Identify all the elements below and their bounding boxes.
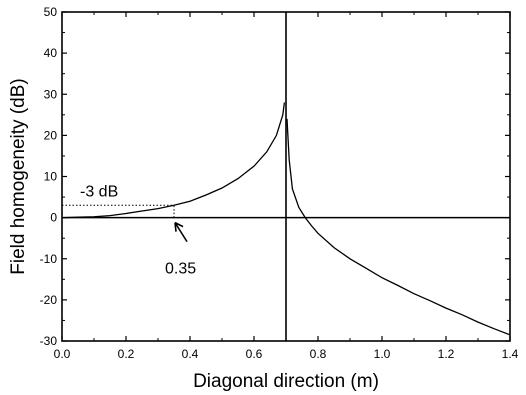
y-tick-label: 0 bbox=[50, 211, 57, 225]
y-tick-label: 20 bbox=[44, 128, 58, 142]
y-tick-label: 10 bbox=[44, 170, 58, 184]
series-line-2 bbox=[286, 118, 511, 336]
x-axis-title: Diagonal direction (m) bbox=[193, 371, 379, 392]
x-tick-label: 0.2 bbox=[118, 347, 135, 361]
annotation-arrow bbox=[174, 221, 188, 243]
annotation-035-label: 0.35 bbox=[165, 261, 196, 278]
x-tick-label: 0.0 bbox=[54, 347, 71, 361]
x-tick-label: 0.6 bbox=[246, 347, 263, 361]
y-tick-label: 50 bbox=[44, 5, 58, 19]
annotation-lines bbox=[62, 204, 175, 218]
reference-lines bbox=[62, 12, 510, 341]
annotations: -3 dB 0.35 bbox=[80, 183, 196, 277]
y-tick-label: 40 bbox=[44, 46, 58, 60]
x-axis-ticks: 0.0 0.2 0.4 0.6 0.8 1.0 1.2 1.4 bbox=[54, 12, 519, 361]
y-tick-label: -10 bbox=[40, 252, 58, 266]
x-tick-label: 1.2 bbox=[438, 347, 455, 361]
series-layer bbox=[61, 102, 511, 336]
y-axis-ticks: -30 -20 -10 0 10 20 30 40 50 bbox=[40, 5, 510, 348]
x-tick-label: 1.0 bbox=[374, 347, 391, 361]
x-tick-label: 0.8 bbox=[310, 347, 327, 361]
series-line-1 bbox=[61, 102, 286, 219]
y-tick-label: -20 bbox=[40, 293, 58, 307]
y-axis-title: Field homogeneity (dB) bbox=[8, 78, 29, 274]
y-tick-label: -30 bbox=[40, 334, 58, 348]
annotation-3db-label: -3 dB bbox=[80, 183, 118, 200]
y-tick-label: 30 bbox=[44, 87, 58, 101]
x-tick-label: 0.4 bbox=[182, 347, 199, 361]
x-tick-label: 1.4 bbox=[502, 347, 519, 361]
